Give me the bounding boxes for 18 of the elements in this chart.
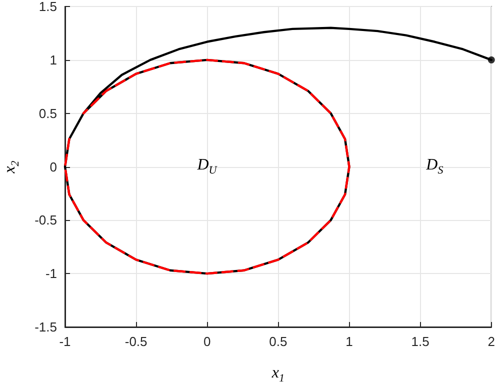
annotation: D$_{U}$ <box>197 156 217 176</box>
y-tick-label: 0.5 <box>38 106 57 121</box>
x-tick-label: 1 <box>346 334 353 349</box>
x-tick-label: -0.5 <box>124 334 148 349</box>
line-series <box>64 58 350 275</box>
y-tick-label: -0.5 <box>34 212 57 228</box>
y-tick-label: -1.5 <box>34 320 57 334</box>
y-tick-label: 1 <box>50 52 57 68</box>
y-tick-label: -1 <box>45 266 57 282</box>
x-tick-label: 1.5 <box>411 334 430 349</box>
x-axis-title: x$_{1}$ <box>272 364 284 385</box>
x-tick-label: 0.5 <box>269 334 288 349</box>
y-tick-label: 1.5 <box>38 0 57 14</box>
x-tick-label: 0 <box>204 334 211 349</box>
annotation: D$_{S}$ <box>426 156 444 176</box>
x-tick-label: 2 <box>488 334 495 349</box>
y-tick-label: 0 <box>50 159 57 174</box>
x-tick-label: -1 <box>59 334 71 349</box>
